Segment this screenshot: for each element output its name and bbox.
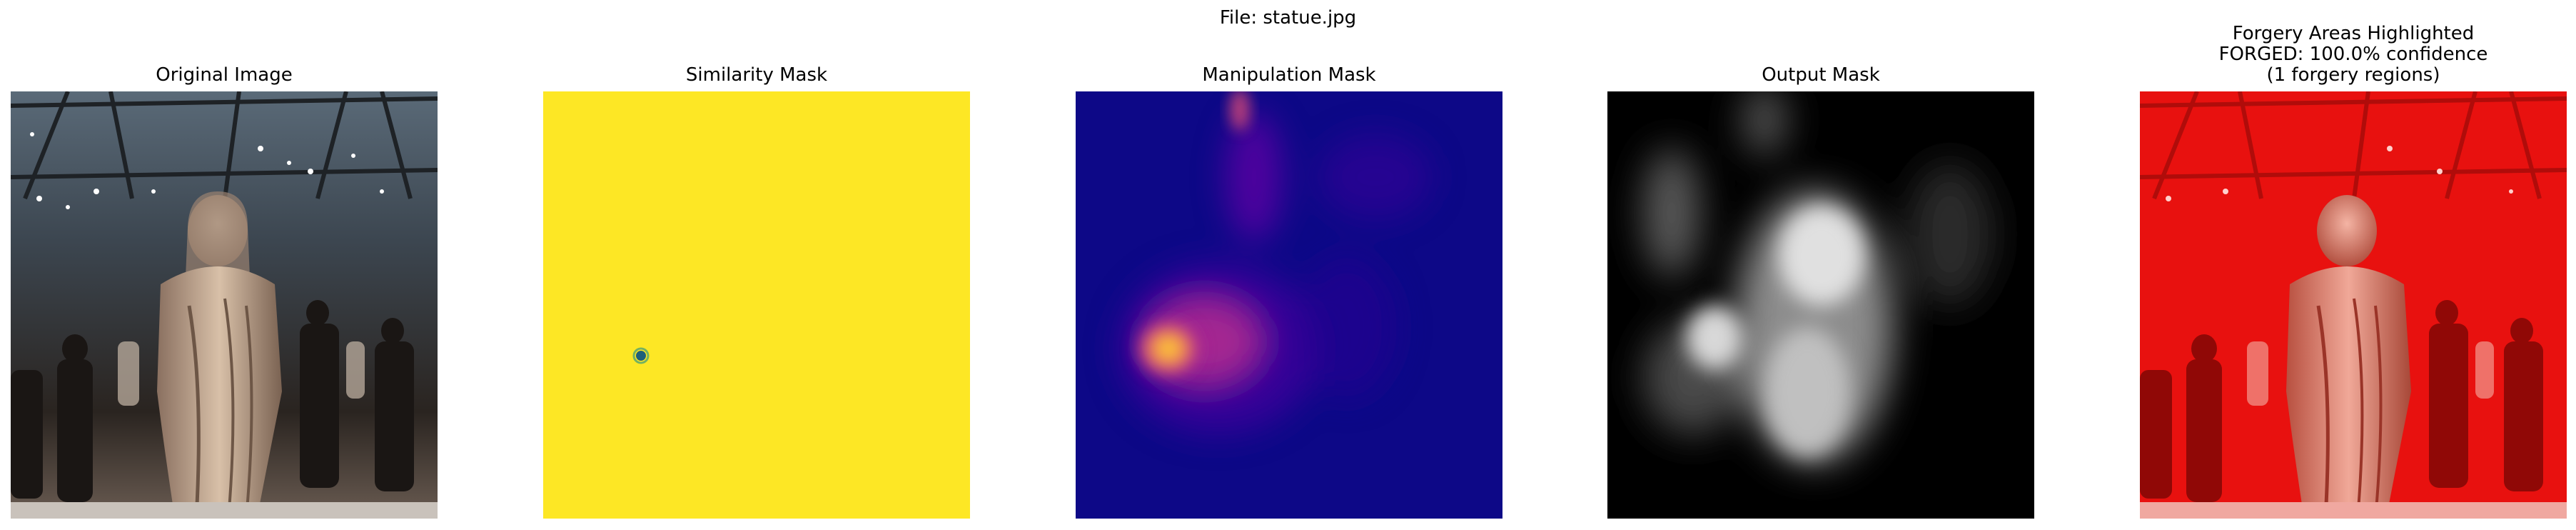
panel-title-manipulation: Manipulation Mask [1202,64,1376,86]
panel-forgery-highlighted: Forgery Areas Highlighted FORGED: 100.0%… [2140,24,2567,519]
forgery-highlight-image [2140,91,2567,519]
panel-manipulation-mask: Manipulation Mask [1076,65,1502,519]
panel-title-output: Output Mask [1762,64,1880,86]
panel-original-image: Original Image [11,65,438,519]
panel-output-mask: Output Mask [1607,65,2034,519]
panel-title-similarity: Similarity Mask [685,64,828,86]
panel-similarity-mask: Similarity Mask [543,65,970,519]
panel-title-forgery: Forgery Areas Highlighted FORGED: 100.0%… [2218,23,2488,86]
original-image [11,91,438,519]
panel-title-original: Original Image [156,64,293,86]
manipulation-mask-image [1076,91,1502,519]
figure-title: File: statue.jpg [1219,7,1357,29]
output-mask-image [1607,91,2034,519]
similarity-mask-image [543,91,970,519]
